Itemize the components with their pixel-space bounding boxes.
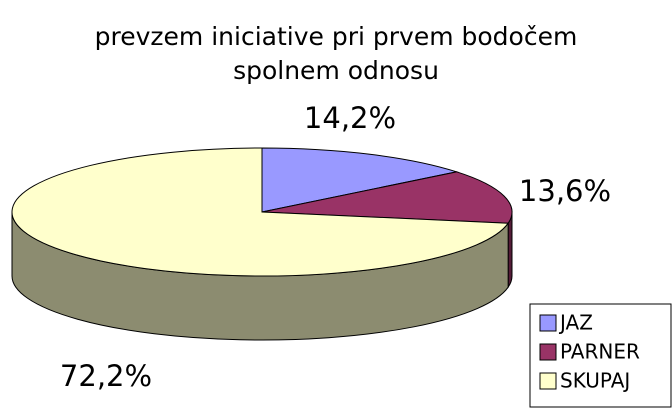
data-label: 13,6% (519, 174, 611, 208)
slice (11, 147, 510, 277)
pie (11, 147, 513, 341)
legend-label: JAZ (558, 311, 593, 335)
chart-title: spolnem odnosu (233, 56, 439, 85)
slice (261, 171, 513, 224)
chart-title: prevzem iniciative pri prvem bodočem (95, 22, 578, 51)
slice-side (507, 211, 513, 289)
data-label: 14,2% (304, 101, 396, 135)
data-label: 72,2% (60, 359, 152, 393)
legend-swatch (539, 372, 557, 390)
legend-label: SKUPAJ (560, 369, 630, 393)
legend-swatch (539, 343, 557, 361)
legend-label: PARNER (560, 340, 640, 364)
legend-swatch (539, 314, 557, 332)
slice (261, 147, 459, 213)
